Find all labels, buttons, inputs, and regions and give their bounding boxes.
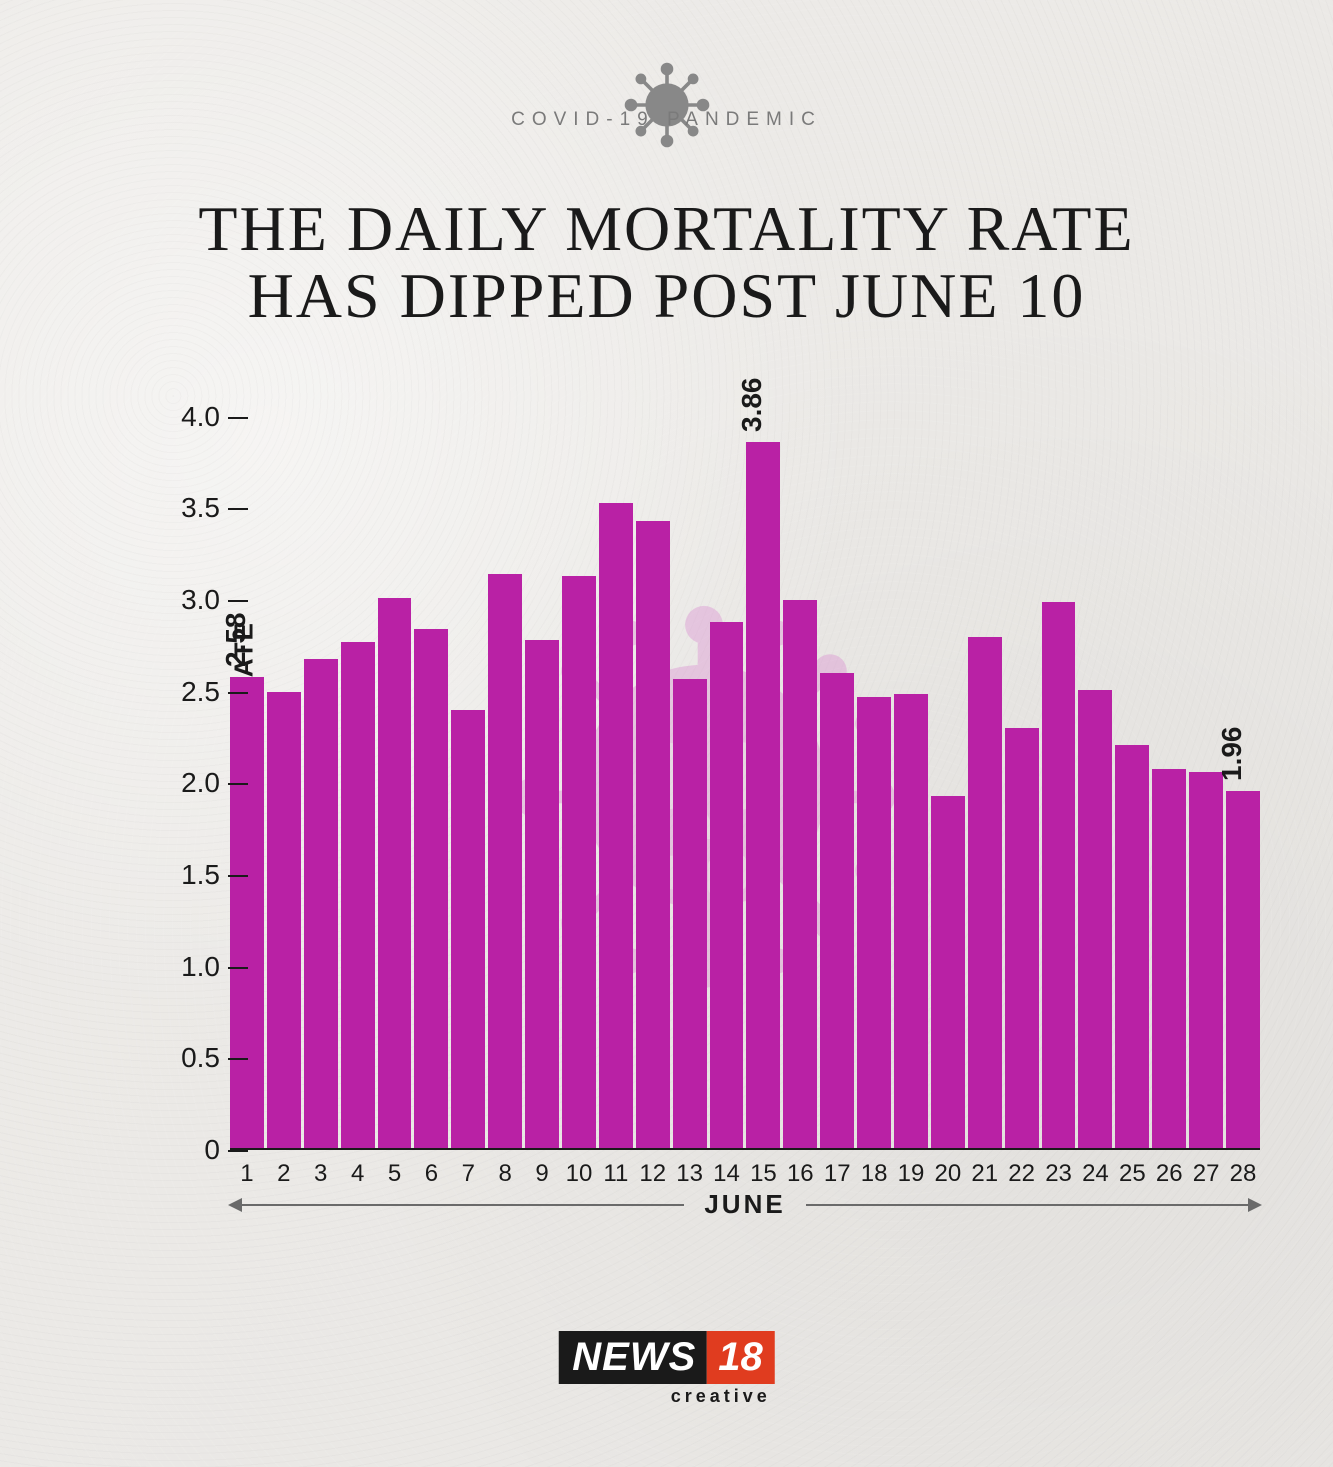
bar: 20 [931,796,965,1150]
x-tick: 18 [857,1150,891,1188]
bars-container: 2.5812345678910111213143.861516171819202… [230,380,1260,1150]
y-tick: 3.5 [140,492,220,524]
x-tick: 8 [488,1150,522,1188]
y-tick: 0 [140,1134,220,1166]
bar: 8 [488,574,522,1150]
bar: 23 [1042,602,1076,1150]
x-tick: 15 [746,1150,780,1188]
virus-icon [622,60,712,150]
x-tick: 2 [267,1150,301,1188]
y-tick: 2.0 [140,767,220,799]
title-line-1: THE DAILY MORTALITY RATE [198,193,1134,264]
bar: 22 [1005,728,1039,1150]
bar: 16 [783,600,817,1150]
bar: 1.9628 [1226,791,1260,1150]
bar: 3 [304,659,338,1150]
logo-main: NEWS 18 [558,1331,775,1384]
bar: 2 [267,692,301,1150]
bar: 26 [1152,769,1186,1150]
bar: 17 [820,673,854,1150]
bar: 19 [894,694,928,1151]
header: COVID-19 PANDEMIC THE DAILY MORTALITY RA… [0,60,1333,329]
x-tick: 1 [230,1150,264,1188]
bar: 13 [673,679,707,1150]
bar: 24 [1078,690,1112,1150]
x-tick: 20 [931,1150,965,1188]
bar: 14 [710,622,744,1150]
x-tick: 3 [304,1150,338,1188]
logo-news: NEWS [558,1331,706,1384]
bar-value-label: 2.58 [220,613,252,668]
x-tick: 4 [341,1150,375,1188]
bar-value-label: 3.86 [736,378,768,433]
bar: 6 [414,629,448,1150]
pandemic-caption: COVID-19 PANDEMIC [0,109,1333,131]
x-axis-baseline [230,1148,1260,1150]
x-axis-label-wrap: JUNE [230,1189,1260,1220]
x-tick: 16 [783,1150,817,1188]
x-tick: 21 [968,1150,1002,1188]
bar: 3.8615 [746,442,780,1150]
x-tick: 26 [1152,1150,1186,1188]
y-tick: 3.0 [140,584,220,616]
x-tick: 11 [599,1150,633,1188]
x-tick: 12 [636,1150,670,1188]
bar: 9 [525,640,559,1150]
x-tick: 7 [451,1150,485,1188]
y-tick: 1.5 [140,859,220,891]
x-tick: 28 [1226,1150,1260,1188]
x-axis-label: JUNE [704,1189,785,1220]
bar: 5 [378,598,412,1150]
page-title: THE DAILY MORTALITY RATE HAS DIPPED POST… [0,195,1333,329]
x-tick: 19 [894,1150,928,1188]
x-tick: 10 [562,1150,596,1188]
y-tick: 2.5 [140,676,220,708]
x-tick: 25 [1115,1150,1149,1188]
bar: 10 [562,576,596,1150]
x-tick: 13 [673,1150,707,1188]
x-tick: 23 [1042,1150,1076,1188]
x-tick: 5 [378,1150,412,1188]
plot-area: 2.5812345678910111213143.861516171819202… [230,380,1260,1150]
x-tick: 17 [820,1150,854,1188]
x-tick: 14 [710,1150,744,1188]
bar: 27 [1189,772,1223,1150]
x-tick: 6 [414,1150,448,1188]
logo-creative: creative [558,1386,775,1407]
bar: 4 [341,642,375,1150]
x-tick: 9 [525,1150,559,1188]
logo-18: 18 [706,1331,775,1384]
bar-value-label: 1.96 [1216,726,1248,781]
y-tick: 0.5 [140,1042,220,1074]
bar: 2.581 [230,677,264,1150]
title-line-2: HAS DIPPED POST JUNE 10 [248,260,1086,331]
x-tick: 27 [1189,1150,1223,1188]
arrow-right [806,1204,1260,1206]
mortality-chart: DAILY MORTALITY RATE [100,380,1260,1210]
arrow-left [230,1204,684,1206]
bar: 21 [968,637,1002,1150]
y-tick: 4.0 [140,401,220,433]
bar: 12 [636,521,670,1150]
bar: 18 [857,697,891,1150]
bar: 7 [451,710,485,1150]
x-tick: 22 [1005,1150,1039,1188]
bar: 11 [599,503,633,1150]
footer-logo: NEWS 18 creative [558,1331,775,1407]
y-tick: 1.0 [140,951,220,983]
bar: 25 [1115,745,1149,1150]
x-tick: 24 [1078,1150,1112,1188]
